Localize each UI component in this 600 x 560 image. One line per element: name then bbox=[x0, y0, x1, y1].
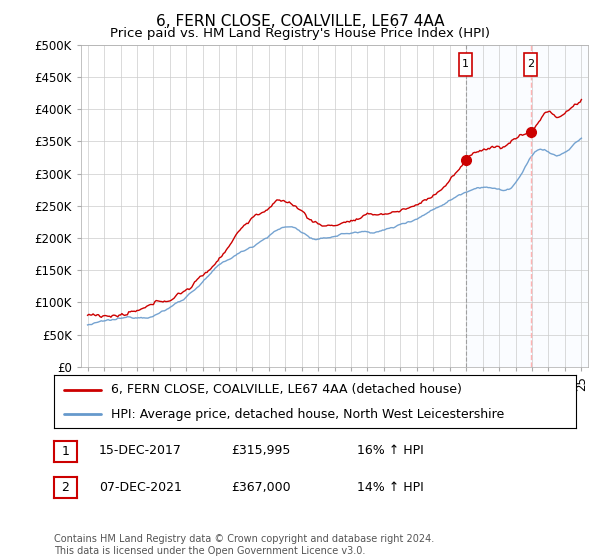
Text: 1: 1 bbox=[61, 445, 70, 458]
Text: 6, FERN CLOSE, COALVILLE, LE67 4AA: 6, FERN CLOSE, COALVILLE, LE67 4AA bbox=[156, 14, 444, 29]
Text: 2: 2 bbox=[527, 59, 535, 69]
Text: Price paid vs. HM Land Registry's House Price Index (HPI): Price paid vs. HM Land Registry's House … bbox=[110, 27, 490, 40]
FancyBboxPatch shape bbox=[459, 53, 472, 76]
Bar bbox=[466, 45, 590, 367]
Text: 6, FERN CLOSE, COALVILLE, LE67 4AA (detached house): 6, FERN CLOSE, COALVILLE, LE67 4AA (deta… bbox=[112, 383, 462, 396]
FancyBboxPatch shape bbox=[524, 53, 538, 76]
Text: 15-DEC-2017: 15-DEC-2017 bbox=[99, 444, 182, 458]
Text: 07-DEC-2021: 07-DEC-2021 bbox=[99, 480, 182, 494]
Text: Contains HM Land Registry data © Crown copyright and database right 2024.
This d: Contains HM Land Registry data © Crown c… bbox=[54, 534, 434, 556]
Text: £367,000: £367,000 bbox=[231, 480, 290, 494]
Text: 1: 1 bbox=[462, 59, 469, 69]
Text: HPI: Average price, detached house, North West Leicestershire: HPI: Average price, detached house, Nort… bbox=[112, 408, 505, 421]
Text: £315,995: £315,995 bbox=[231, 444, 290, 458]
Text: 14% ↑ HPI: 14% ↑ HPI bbox=[357, 480, 424, 494]
Text: 2: 2 bbox=[61, 481, 70, 494]
Text: 16% ↑ HPI: 16% ↑ HPI bbox=[357, 444, 424, 458]
